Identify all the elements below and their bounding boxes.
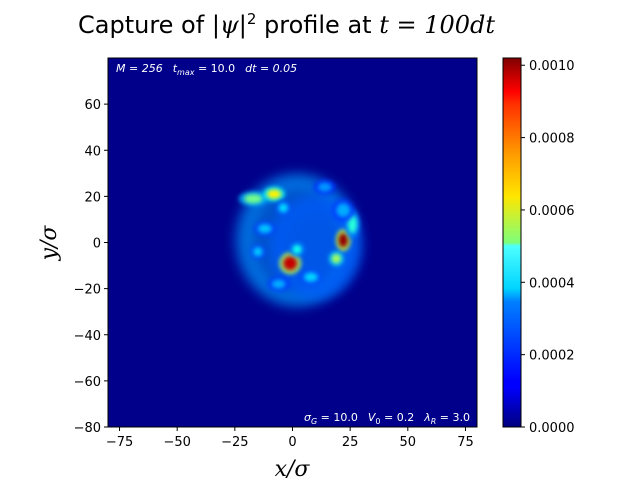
colorbar-tick-label: 0.0002: [529, 349, 575, 364]
hotspot: [292, 244, 302, 255]
hotspot: [317, 182, 332, 192]
bottom-annotation: σG = 10.0 V0 = 0.2 λR = 3.0: [304, 411, 470, 426]
x-tick-label: 75: [457, 435, 474, 450]
y-tick-label: 60: [84, 98, 101, 113]
hotspot: [338, 233, 348, 248]
hotspot: [347, 214, 358, 234]
intensity-ring: [275, 200, 356, 294]
hotspot: [271, 279, 286, 289]
y-tick-label: 40: [84, 144, 101, 159]
colorbar-tick-label: 0.0006: [529, 204, 575, 219]
hotspot: [267, 189, 281, 199]
y-tick-label: −80: [74, 421, 101, 436]
hotspot: [257, 224, 272, 234]
x-tick-label: 0: [288, 435, 296, 450]
hotspot: [253, 247, 263, 257]
x-tick-label: 25: [342, 435, 359, 450]
hotspot: [331, 254, 341, 264]
hotspot: [283, 256, 298, 271]
heatmap-plot-area: [108, 58, 477, 427]
x-tick-label: −50: [163, 435, 190, 450]
colorbar-ticks: 0.0000 0.0002 0.0004 0.0006 0.0008 0.0010: [521, 59, 575, 436]
x-tick-label: 50: [400, 435, 417, 450]
hotspot: [278, 203, 288, 213]
colorbar-tick-label: 0.0000: [529, 421, 575, 436]
chart-title: Capture of |ψ|2 profile at t = 100dt: [78, 10, 496, 39]
x-axis-ticks: −75 −50 −25 0 25 50 75: [106, 427, 474, 450]
colorbar-tick-label: 0.0008: [529, 132, 575, 147]
y-axis-label: y/σ: [37, 225, 62, 262]
colorbar: [502, 57, 522, 428]
y-tick-label: −20: [74, 283, 101, 298]
colorbar-tick-label: 0.0004: [529, 276, 575, 291]
hotspot: [244, 194, 263, 204]
x-tick-label: −75: [106, 435, 133, 450]
y-axis-ticks: −80 −60 −40 −20 0 20 40 60: [74, 98, 108, 436]
y-tick-label: −60: [74, 375, 101, 390]
y-tick-label: 20: [84, 190, 101, 205]
hotspot: [336, 203, 351, 218]
x-axis-label: x/σ: [275, 457, 311, 480]
y-tick-label: −40: [74, 329, 101, 344]
x-tick-label: −25: [221, 435, 248, 450]
colorbar-tick-label: 0.0010: [529, 59, 575, 74]
y-tick-label: 0: [93, 237, 101, 252]
top-annotation: M = 256 tmax = 10.0 dt = 0.05: [116, 62, 297, 77]
hotspot: [304, 272, 318, 282]
